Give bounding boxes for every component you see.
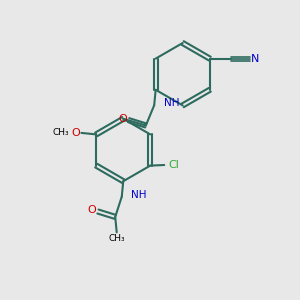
Text: O: O [118,114,127,124]
Text: NH: NH [131,190,147,200]
Text: O: O [88,205,96,215]
Text: N: N [251,54,260,64]
Text: CH₃: CH₃ [108,234,125,243]
Text: Cl: Cl [169,160,179,170]
Text: NH: NH [164,98,179,108]
Text: O: O [72,128,80,138]
Text: CH₃: CH₃ [52,128,69,137]
